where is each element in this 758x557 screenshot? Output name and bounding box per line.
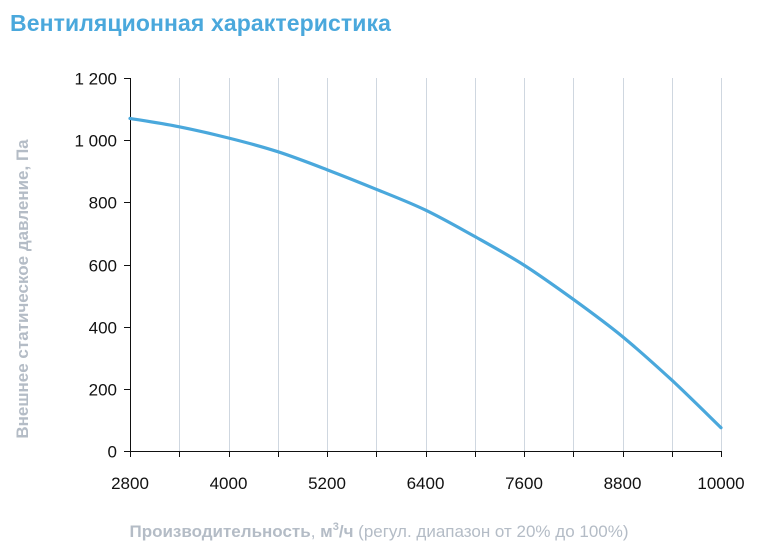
x-axis-unit: м3/ч [320,521,354,542]
y-tick-label: 0 [108,443,117,462]
series-layer [128,116,723,430]
x-tick-label: 10000 [697,474,744,493]
x-axis-note: (регул. диапазон от 20% до 100%) [353,522,629,541]
x-tick-label: 5200 [308,474,346,493]
x-axis-title-main: Производительность [129,522,311,541]
grid-lines [179,78,722,451]
y-tick-label: 1 200 [74,70,117,89]
x-tick-label: 7600 [505,474,543,493]
x-tick-label: 2800 [111,474,149,493]
y-axis-title: Внешнее статическое давление, Па [13,139,32,439]
y-tick-label: 1 000 [74,132,117,151]
y-tick-label: 400 [89,319,117,338]
y-tick-label: 600 [89,257,117,276]
chart-title: Вентиляционная характеристика [10,10,392,36]
y-tick-label: 200 [89,381,117,400]
x-tick-label: 8800 [604,474,642,493]
axes [124,78,722,457]
x-tick-labels: 2800 4000 5200 6400 7600 8800 10000 [111,474,745,493]
x-axis-title-sep: , [310,522,321,541]
x-tick-label: 6400 [407,474,445,493]
chart-plot: 0 200 400 600 800 1 000 1 200 2800 4000 5200 6400… [13,70,745,494]
series-line [128,116,723,430]
y-tick-labels: 0 200 400 600 800 1 000 1 200 [74,70,117,462]
x-axis-title: Производительность, м3/ч (регул. диапазо… [0,522,758,542]
y-tick-label: 800 [89,194,117,213]
x-tick-label: 4000 [210,474,248,493]
